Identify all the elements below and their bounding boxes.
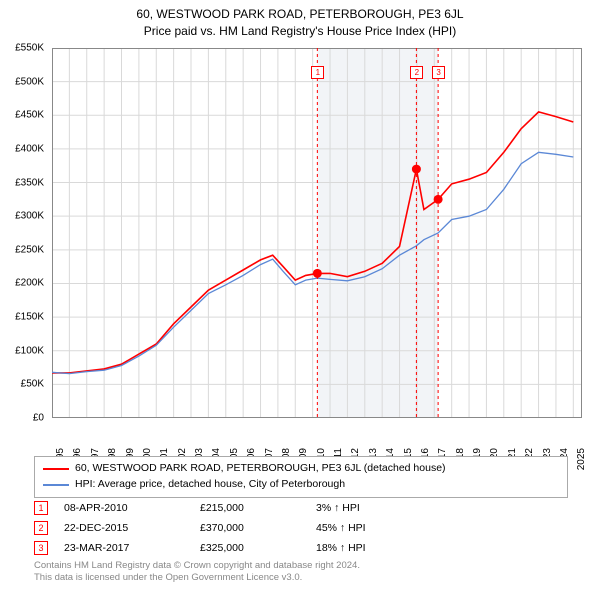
legend-row-property: 60, WESTWOOD PARK ROAD, PETERBOROUGH, PE… xyxy=(43,461,559,477)
sale-diff: 3% ↑ HPI xyxy=(316,502,436,514)
y-tick-label: £300K xyxy=(15,211,44,222)
y-tick-label: £200K xyxy=(15,278,44,289)
footer-line1: Contains HM Land Registry data © Crown c… xyxy=(34,560,360,572)
title-block: 60, WESTWOOD PARK ROAD, PETERBOROUGH, PE… xyxy=(0,0,600,40)
y-tick-label: £400K xyxy=(15,143,44,154)
y-tick-label: £500K xyxy=(15,76,44,87)
legend-swatch-property xyxy=(43,468,69,470)
legend-swatch-hpi xyxy=(43,484,69,486)
sale-date: 23-MAR-2017 xyxy=(54,542,194,554)
legend-label-hpi: HPI: Average price, detached house, City… xyxy=(75,477,345,493)
chart-marker-2: 2 xyxy=(410,66,423,79)
legend-row-hpi: HPI: Average price, detached house, City… xyxy=(43,477,559,493)
plot-area: 1 23 xyxy=(52,48,582,418)
y-tick-label: £450K xyxy=(15,110,44,121)
chart-svg xyxy=(52,48,582,418)
y-axis-labels: £0£50K£100K£150K£200K£250K£300K£350K£400… xyxy=(0,48,48,418)
sale-price: £370,000 xyxy=(200,522,310,534)
chart-marker-1: 1 xyxy=(311,66,324,79)
y-tick-label: £250K xyxy=(15,244,44,255)
title-line2: Price paid vs. HM Land Registry's House … xyxy=(0,23,600,40)
x-tick-label: 2025 xyxy=(576,448,587,470)
y-tick-label: £100K xyxy=(15,345,44,356)
sale-row: 1 08-APR-2010 £215,000 3% ↑ HPI xyxy=(34,498,568,518)
y-tick-label: £550K xyxy=(15,43,44,54)
sale-diff: 45% ↑ HPI xyxy=(316,522,436,534)
sale-marker: 1 xyxy=(34,501,48,515)
footer-note: Contains HM Land Registry data © Crown c… xyxy=(34,560,360,585)
x-axis-labels: 1995199619971998199920002001200220032004… xyxy=(52,418,582,454)
sale-price: £325,000 xyxy=(200,542,310,554)
sale-rows: 1 08-APR-2010 £215,000 3% ↑ HPI 2 22-DEC-2015… xyxy=(34,498,568,558)
sale-date: 22-DEC-2015 xyxy=(54,522,194,534)
title-line1: 60, WESTWOOD PARK ROAD, PETERBOROUGH, PE… xyxy=(0,6,600,23)
sale-diff: 18% ↑ HPI xyxy=(316,542,436,554)
footer-line2: This data is licensed under the Open Gov… xyxy=(34,572,360,584)
chart-marker-3: 3 xyxy=(432,66,445,79)
legend: 60, WESTWOOD PARK ROAD, PETERBOROUGH, PE… xyxy=(34,456,568,498)
y-tick-label: £0 xyxy=(33,413,44,424)
sale-price: £215,000 xyxy=(200,502,310,514)
sale-marker: 3 xyxy=(34,541,48,555)
sale-row: 2 22-DEC-2015 £370,000 45% ↑ HPI xyxy=(34,518,568,538)
chart-container: 60, WESTWOOD PARK ROAD, PETERBOROUGH, PE… xyxy=(0,0,600,590)
sale-row: 3 23-MAR-2017 £325,000 18% ↑ HPI xyxy=(34,538,568,558)
sale-date: 08-APR-2010 xyxy=(54,502,194,514)
y-tick-label: £150K xyxy=(15,312,44,323)
legend-label-property: 60, WESTWOOD PARK ROAD, PETERBOROUGH, PE… xyxy=(75,461,446,477)
sale-marker: 2 xyxy=(34,521,48,535)
y-tick-label: £50K xyxy=(21,379,44,390)
y-tick-label: £350K xyxy=(15,177,44,188)
